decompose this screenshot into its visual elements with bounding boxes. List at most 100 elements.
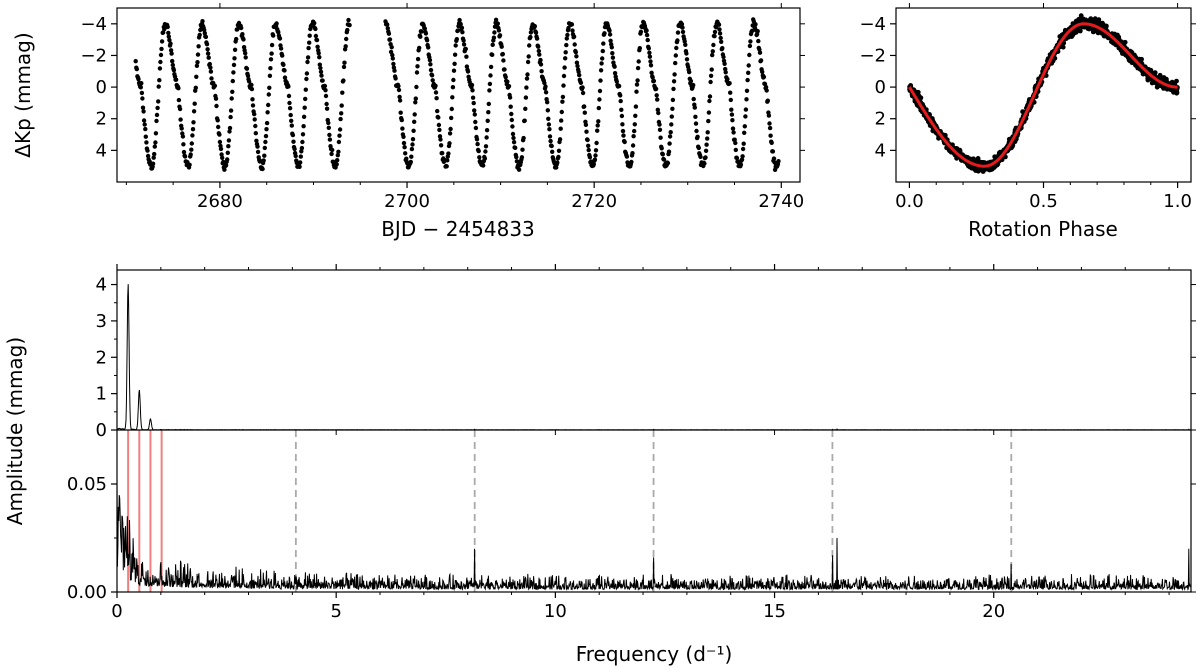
lightcurve-point [561, 83, 566, 88]
lightcurve-point [602, 31, 607, 36]
lightcurve-point [692, 105, 697, 110]
lightcurve-point [488, 64, 494, 70]
lightcurve-point [337, 127, 343, 132]
lightcurve-point [297, 164, 302, 169]
spectrum-bottom-ytick-label: 0.05 [67, 474, 107, 495]
lightcurve-point [230, 89, 235, 95]
lightcurve-point [152, 151, 157, 157]
phased-panel: 0.0 0.5 1.0 −4 −2 0 2 4 Rotation Phase [859, 3, 1196, 241]
lightcurve-point [287, 100, 292, 106]
lightcurve-point [728, 90, 733, 95]
lightcurve-point [231, 70, 236, 75]
lightcurve-point [385, 22, 390, 27]
lightcurve-point [537, 52, 542, 57]
lightcurve-point [298, 160, 303, 165]
lightcurve-point [771, 156, 777, 161]
lightcurve-point [729, 112, 735, 117]
lightcurve-point [250, 97, 255, 102]
lightcurve-point [671, 86, 676, 92]
lightcurve-point [668, 130, 673, 135]
lightcurve-point [707, 98, 712, 104]
lightcurve-point [509, 117, 514, 123]
lightcurve-point [401, 134, 406, 139]
lightcurve-point [637, 46, 642, 51]
lightcurve-point [317, 55, 322, 60]
lightcurve-point [580, 85, 585, 90]
lightcurve-point [547, 127, 552, 132]
lightcurve-point [582, 104, 587, 109]
lightcurve-point [511, 140, 517, 145]
lightcurve-point [633, 113, 638, 119]
lightcurve-point [463, 46, 468, 52]
lightcurve-point [722, 61, 727, 66]
lightcurve-point [412, 119, 417, 125]
lightcurve-point [766, 113, 772, 118]
lightcurve-point [577, 72, 582, 78]
lightcurve-point [178, 117, 183, 122]
lightcurve-point [680, 29, 686, 35]
lightcurve-point [192, 101, 197, 106]
lightcurve-point [324, 101, 329, 107]
phased-point [1115, 32, 1120, 38]
lightcurve-point [607, 28, 612, 33]
lightcurve-point [763, 85, 769, 90]
lightcurve-point [487, 88, 492, 93]
lightcurve-point [255, 144, 260, 149]
lightcurve-point [313, 26, 318, 32]
lightcurve-xtick-label: 2740 [758, 191, 804, 212]
lightcurve-point [702, 161, 707, 166]
lightcurve-point [170, 62, 175, 68]
lightcurve-point [330, 147, 335, 153]
lightcurve-point [299, 145, 305, 151]
lightcurve-point [569, 22, 575, 27]
lightcurve-point [559, 109, 564, 115]
lightcurve-point [705, 130, 710, 135]
lightcurve-point [243, 51, 248, 56]
lightcurve-point [173, 77, 179, 82]
phased-point [1020, 109, 1025, 115]
lightcurve-point [436, 122, 442, 128]
lightcurve-point [329, 151, 334, 157]
lightcurve-point [616, 83, 622, 89]
lightcurve-ytick-label: 4 [96, 140, 107, 161]
lightcurve-point [286, 93, 292, 99]
lightcurve-point [657, 122, 662, 127]
lightcurve-point [408, 159, 413, 165]
lightcurve-point [501, 58, 506, 63]
lightcurve-point [595, 123, 600, 128]
lightcurve-point [490, 42, 495, 47]
lightcurve-point [520, 147, 525, 152]
lightcurve-point [511, 135, 516, 141]
lightcurve-point [426, 45, 431, 50]
lightcurve-point [151, 155, 156, 160]
lightcurve-point [607, 32, 613, 37]
lightcurve-point [485, 118, 490, 124]
lightcurve-point [450, 85, 456, 90]
lightcurve-point [264, 120, 270, 126]
lightcurve-point [669, 114, 674, 119]
lightcurve-point [166, 34, 171, 39]
lightcurve-point [194, 74, 199, 80]
lightcurve-point [596, 105, 601, 111]
lightcurve-point [154, 112, 160, 118]
lightcurve-point [729, 107, 734, 112]
lightcurve-point [150, 161, 156, 166]
lightcurve-point [555, 160, 560, 165]
lightcurve-point [444, 164, 449, 169]
lightcurve-point [562, 65, 567, 70]
lightcurve-xlabel: BJD − 2454833 [381, 217, 535, 241]
spectrum-top-ytick-label: 3 [96, 311, 107, 332]
lightcurve-point [271, 33, 276, 38]
phased-point [1088, 16, 1094, 22]
lightcurve-point [525, 72, 530, 77]
lightcurve-point [609, 45, 614, 50]
lightcurve-point [300, 139, 305, 145]
lightcurve-point [347, 22, 352, 28]
lightcurve-point [397, 94, 402, 100]
lightcurve-point [204, 42, 210, 47]
lightcurve-point [502, 67, 507, 72]
lightcurve-point [720, 46, 725, 51]
lightcurve-point [688, 78, 694, 84]
spectrum-xlabel: Frequency (d⁻¹) [576, 642, 733, 666]
lightcurve-point [415, 56, 421, 62]
